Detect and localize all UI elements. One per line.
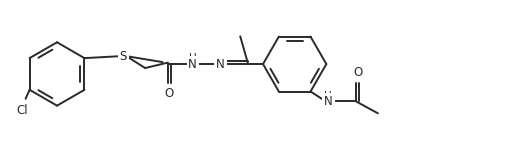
Text: N: N [324, 95, 333, 108]
Text: Cl: Cl [17, 104, 28, 117]
Text: N: N [188, 58, 197, 71]
Text: O: O [165, 87, 174, 100]
Text: O: O [353, 66, 362, 79]
Text: N: N [216, 58, 225, 71]
Text: S: S [120, 50, 127, 63]
Text: H: H [325, 91, 332, 102]
Text: H: H [189, 53, 197, 63]
